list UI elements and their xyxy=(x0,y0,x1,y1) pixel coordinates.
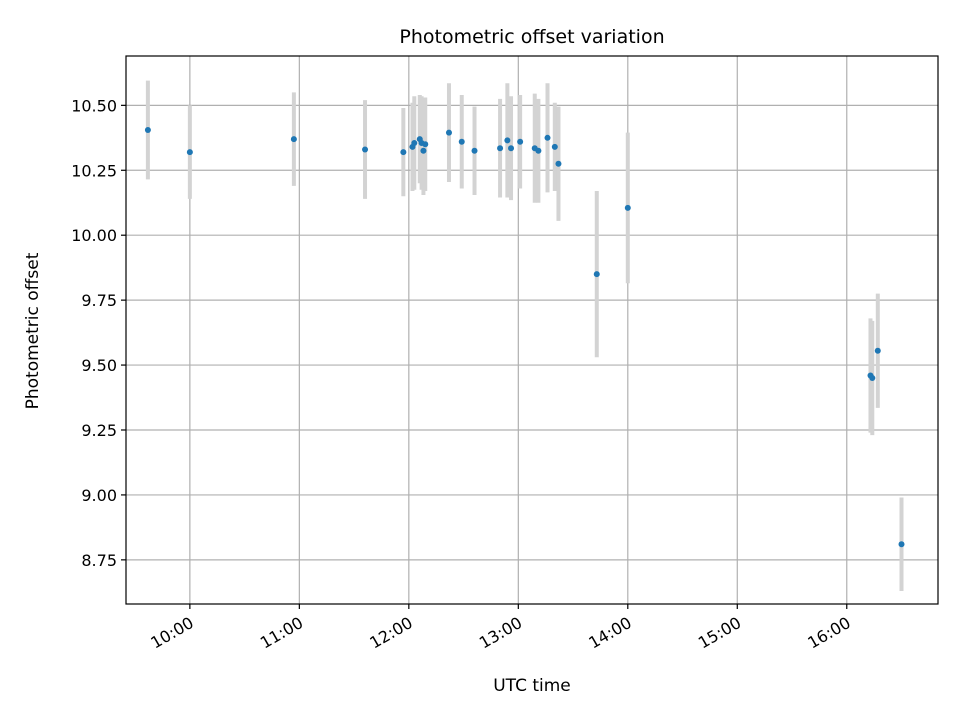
y-tick-label: 8.75 xyxy=(81,551,117,570)
data-point xyxy=(144,127,151,134)
grid-layer xyxy=(126,56,938,604)
plot-frame xyxy=(125,55,939,605)
data-point xyxy=(290,136,297,143)
y-tick-label: 9.25 xyxy=(81,421,117,440)
data-point xyxy=(362,146,369,153)
data-point xyxy=(400,149,407,156)
data-point xyxy=(471,147,478,154)
data-point xyxy=(445,129,452,136)
data-point xyxy=(869,375,876,382)
data-point xyxy=(898,541,905,548)
data-point xyxy=(458,138,465,145)
data-point xyxy=(497,145,504,152)
point-layer xyxy=(144,127,905,548)
data-point xyxy=(551,143,558,150)
x-axis-label: UTC time xyxy=(493,676,571,696)
y-tick-label: 9.00 xyxy=(81,486,117,505)
data-point xyxy=(624,204,631,211)
y-tick-label: 9.50 xyxy=(81,356,117,375)
data-point xyxy=(544,134,551,141)
data-point xyxy=(535,147,542,154)
chart-title: Photometric offset variation xyxy=(399,26,664,48)
y-tick-label: 9.75 xyxy=(81,291,117,310)
data-point xyxy=(555,160,562,167)
y-tick-label: 10.25 xyxy=(71,161,117,180)
y-axis-label: Photometric offset xyxy=(23,252,43,409)
y-tick-label: 10.00 xyxy=(71,226,117,245)
y-tick-label: 10.50 xyxy=(71,96,117,115)
data-point xyxy=(874,347,881,354)
data-point xyxy=(420,147,427,154)
data-point xyxy=(422,141,429,148)
data-point xyxy=(186,149,193,156)
data-point xyxy=(508,145,515,152)
data-point xyxy=(517,138,524,145)
data-point xyxy=(504,137,511,144)
data-point xyxy=(593,271,600,278)
data-point xyxy=(411,140,418,147)
